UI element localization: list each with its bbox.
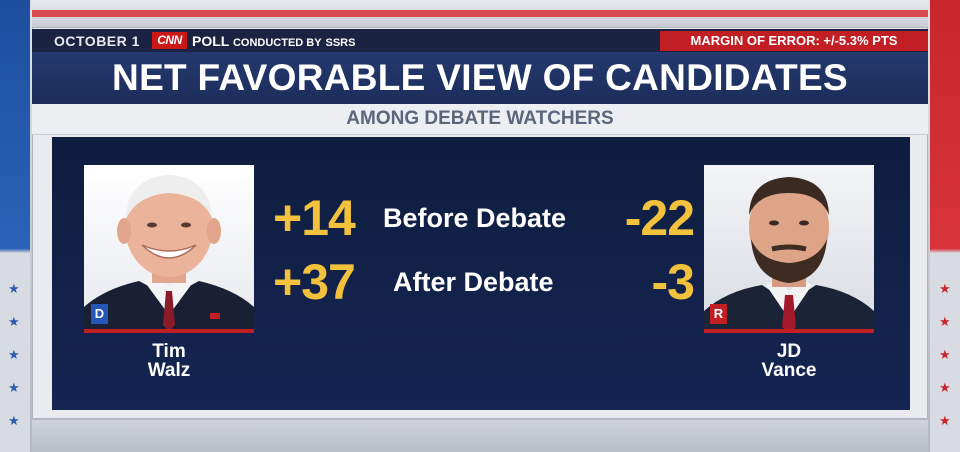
right-value-before: -22 (624, 190, 695, 246)
left-value-before: +14 (273, 190, 356, 246)
row-label-after: After Debate (393, 267, 554, 297)
row-label-before: Before Debate (383, 203, 567, 233)
star-icon: ★ (8, 348, 20, 363)
left-value-after: +37 (273, 254, 356, 310)
party-badge-republican: R (710, 304, 727, 324)
first-name: JD (776, 341, 802, 362)
subtitle-bar: AMONG DEBATE WATCHERS (32, 104, 928, 135)
star-icon: ★ (939, 348, 951, 363)
graphic-subtitle: AMONG DEBATE WATCHERS (346, 108, 614, 129)
poll-source: POLL CONDUCTED BY SSRS (192, 32, 355, 50)
poll-label: POLL (192, 33, 230, 49)
bottom-decor-band (32, 420, 928, 452)
photo-underline (84, 329, 254, 333)
star-icon: ★ (8, 381, 20, 396)
candidate-photo-right: R (704, 165, 874, 333)
last-name: Vance (761, 360, 817, 381)
results-panel: D Tim Walz +14 Before Debate -22 +37 Aft… (52, 137, 910, 410)
candidate-name-left: Tim Walz (84, 342, 254, 380)
star-icon: ★ (8, 282, 20, 297)
title-bar: NET FAVORABLE VIEW OF CANDIDATES (32, 52, 928, 104)
portrait-vance-icon (704, 177, 874, 333)
left-side-decor: ★ ★ ★ ★ ★ (0, 0, 30, 452)
star-icon: ★ (939, 381, 951, 396)
star-icon: ★ (8, 315, 20, 330)
star-icon: ★ (8, 414, 20, 429)
star-icon: ★ (939, 414, 951, 429)
poll-date: OCTOBER 1 (54, 33, 140, 49)
candidate-name-right: JD Vance (704, 342, 874, 380)
first-name: Tim (152, 341, 186, 362)
right-side-decor: ★ ★ ★ ★ ★ (930, 0, 960, 452)
portrait-walz-icon (84, 175, 254, 333)
party-badge-democrat: D (91, 304, 108, 324)
star-icon: ★ (939, 282, 951, 297)
photo-underline (704, 329, 874, 333)
top-decor-band (32, 0, 928, 27)
conducted-by-label: CONDUCTED BY (232, 37, 322, 49)
cnn-logo: CNN (152, 32, 187, 49)
right-value-after: -3 (651, 254, 695, 310)
info-bar: OCTOBER 1 CNN POLL CONDUCTED BY SSRS MAR… (32, 29, 928, 52)
candidate-photo-left: D (84, 165, 254, 333)
graphic-title: NET FAVORABLE VIEW OF CANDIDATES (112, 57, 848, 98)
pollster-name: SSRS (325, 37, 356, 49)
star-icon: ★ (939, 315, 951, 330)
margin-of-error-badge: MARGIN OF ERROR: +/-5.3% PTS (660, 31, 928, 51)
last-name: Walz (147, 360, 191, 381)
